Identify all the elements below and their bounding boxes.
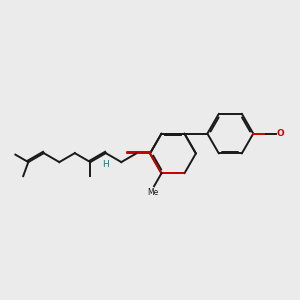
Text: Me: Me xyxy=(148,188,159,197)
Text: H: H xyxy=(102,160,109,169)
Text: O: O xyxy=(277,129,284,138)
